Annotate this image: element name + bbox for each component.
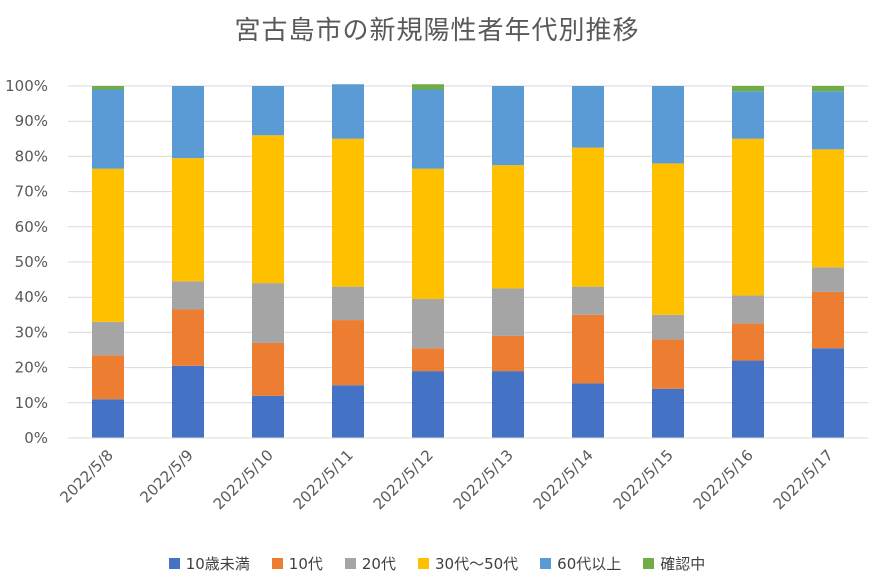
x-tick-label: 2022/5/9: [136, 446, 196, 506]
bar-segment: [252, 283, 284, 343]
x-tick-label: 2022/5/15: [610, 446, 677, 513]
bar-segment: [732, 91, 764, 139]
bar-segment: [92, 89, 124, 169]
x-tick-label: 2022/5/8: [56, 446, 116, 506]
bar-segment: [732, 360, 764, 438]
bar-segment: [492, 86, 524, 166]
bar-segment: [412, 298, 444, 349]
bar-segment: [812, 86, 844, 92]
legend-swatch: [344, 558, 356, 569]
legend-label: 20代: [361, 555, 396, 573]
y-tick-label: 100%: [5, 77, 48, 95]
x-axis: 2022/5/8 2022/5/9 2022/5/10 2022/5/11 2022/5…: [56, 437, 868, 513]
y-tick-label: 0%: [24, 429, 48, 447]
bar-segment: [812, 291, 844, 349]
bar-segment: [92, 86, 124, 90]
y-tick-label: 90%: [15, 112, 48, 130]
bar-segment: [572, 314, 604, 384]
bar-segment: [172, 365, 204, 438]
bar-segment: [332, 286, 364, 321]
bar-segment: [332, 385, 364, 438]
legend-swatch: [643, 558, 655, 569]
bar-segment: [572, 383, 604, 438]
bar-segment: [252, 86, 284, 136]
bar-segment: [252, 395, 284, 438]
bar-segment: [412, 371, 444, 438]
bar-segment: [92, 321, 124, 356]
legend-label: 10歳未満: [185, 555, 250, 573]
bar-segment: [812, 149, 844, 268]
bar-segment: [252, 135, 284, 284]
legend-item: 20代: [344, 553, 396, 574]
bar-segment: [172, 158, 204, 282]
legend-label: 60代以上: [557, 555, 622, 573]
bar-segment: [572, 286, 604, 315]
bar-segment: [412, 84, 444, 90]
bar-segment: [812, 267, 844, 292]
legend-swatch: [417, 558, 429, 569]
bar-segment: [652, 388, 684, 438]
legend-swatch: [168, 558, 180, 569]
bars: [92, 84, 844, 438]
y-tick-label: 60%: [15, 218, 48, 236]
chart-title: 宮古島市の新規陽性者年代別推移: [234, 16, 640, 46]
bar-segment: [492, 288, 524, 336]
bar-segment: [652, 314, 684, 340]
bar-segment: [332, 84, 364, 139]
x-tick-label: 2022/5/12: [370, 446, 437, 513]
y-tick-label: 30%: [15, 323, 48, 341]
bar-segment: [412, 348, 444, 372]
bar-segment: [572, 86, 604, 148]
y-axis: 0% 10% 20% 30% 40% 50% 60% 70% 80% 90% 100%: [5, 77, 48, 447]
bar-segment: [412, 168, 444, 299]
legend-swatch: [540, 558, 552, 569]
bar-segment: [732, 138, 764, 296]
bar-segment: [92, 355, 124, 400]
legend-item: 60代以上: [540, 553, 621, 574]
legend-item: 確認中: [643, 553, 705, 574]
y-tick-label: 40%: [15, 288, 48, 306]
x-tick-label: 2022/5/13: [450, 446, 517, 513]
bar-segment: [732, 86, 764, 92]
bar-segment: [172, 309, 204, 366]
y-tick-label: 20%: [15, 359, 48, 377]
x-tick-label: 2022/5/11: [290, 446, 357, 513]
bar-segment: [732, 323, 764, 361]
bar-segment: [92, 168, 124, 322]
bar-segment: [332, 320, 364, 386]
x-tick-label: 2022/5/17: [770, 446, 837, 513]
legend-swatch: [271, 558, 283, 569]
bar-segment: [332, 138, 364, 287]
bar-segment: [492, 165, 524, 289]
y-tick-label: 10%: [15, 394, 48, 412]
bar-segment: [732, 295, 764, 324]
bar-segment: [492, 335, 524, 372]
x-tick-label: 2022/5/10: [210, 446, 277, 513]
legend-item: 30代～50代: [417, 553, 519, 574]
bar-segment: [492, 371, 524, 438]
y-tick-label: 70%: [15, 183, 48, 201]
y-tick-label: 80%: [15, 147, 48, 165]
bar-segment: [812, 91, 844, 150]
legend: 10歳未満 10代 20代 30代～50代 60代以上 確認中: [0, 553, 874, 574]
bar-segment: [92, 399, 124, 438]
legend-item: 10代: [271, 553, 323, 574]
bar-segment: [652, 163, 684, 315]
bar-segment: [652, 86, 684, 164]
y-tick-label: 50%: [15, 253, 48, 271]
x-tick-label: 2022/5/16: [690, 446, 757, 513]
bar-segment: [252, 342, 284, 396]
legend-item: 10歳未満: [168, 553, 250, 574]
x-tick-label: 2022/5/14: [530, 446, 597, 513]
bar-segment: [652, 339, 684, 389]
bar-segment: [172, 281, 204, 310]
bar-segment: [572, 147, 604, 287]
legend-label: 10代: [288, 555, 323, 573]
bar-segment: [412, 89, 444, 169]
bar-segment: [172, 86, 204, 159]
legend-label: 30代～50代: [434, 555, 519, 573]
legend-label: 確認中: [660, 555, 706, 573]
bar-segment: [812, 348, 844, 438]
